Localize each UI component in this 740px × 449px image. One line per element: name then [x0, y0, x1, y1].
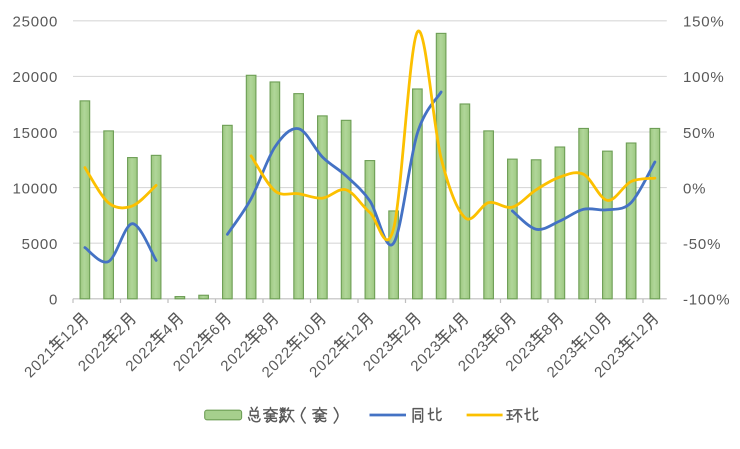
svg-text:100%: 100%	[683, 69, 725, 86]
svg-text:0: 0	[49, 292, 58, 309]
svg-text:-50%: -50%	[683, 236, 721, 253]
svg-text:0%: 0%	[683, 180, 706, 197]
svg-text:-100%: -100%	[683, 292, 730, 309]
svg-text:25000: 25000	[12, 14, 58, 31]
svg-text:15000: 15000	[12, 125, 58, 142]
svg-text:150%: 150%	[683, 14, 725, 31]
svg-text:10000: 10000	[12, 180, 58, 197]
svg-text:5000: 5000	[22, 236, 59, 253]
svg-text:20000: 20000	[12, 69, 58, 86]
svg-text:50%: 50%	[683, 125, 715, 142]
